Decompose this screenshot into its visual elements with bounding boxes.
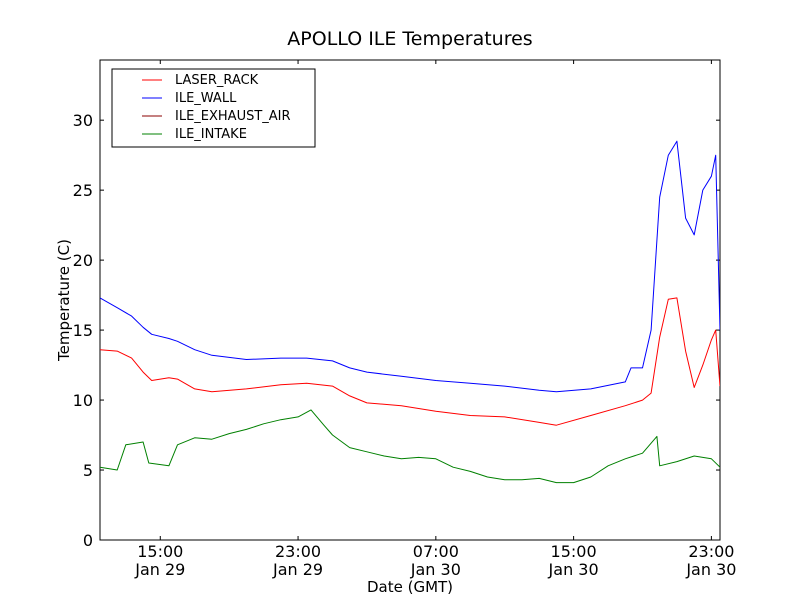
series-group [100, 140, 720, 484]
y-tick-label: 0 [83, 531, 93, 550]
series-line-ile_wall [100, 140, 720, 393]
x-tick-date: Jan 29 [272, 560, 323, 579]
x-tick-time: 15:00 [137, 542, 183, 561]
y-tick-label: 20 [73, 251, 93, 270]
legend-label: ILE_INTAKE [175, 127, 247, 142]
legend-label: ILE_EXHAUST_AIR [175, 109, 291, 124]
y-tick-label: 30 [73, 111, 93, 130]
x-tick-date: Jan 29 [134, 560, 185, 579]
x-tick-time: 15:00 [551, 542, 597, 561]
series-line-ile_intake [100, 409, 720, 484]
x-tick-date: Jan 30 [685, 560, 736, 579]
legend-label: ILE_WALL [175, 91, 237, 106]
x-tick-time: 07:00 [413, 542, 459, 561]
legend-label: LASER_RACK [175, 73, 259, 88]
legend-box [111, 68, 316, 148]
chart-title: APOLLO ILE Temperatures [287, 28, 532, 50]
y-tick-label: 25 [73, 181, 93, 200]
y-tick-label: 15 [73, 321, 93, 340]
x-tick-time: 23:00 [275, 542, 321, 561]
y-tick-label: 5 [83, 461, 93, 480]
x-tick-date: Jan 30 [548, 560, 599, 579]
x-tick-date: Jan 30 [410, 560, 461, 579]
series-line-laser_rack [100, 297, 720, 426]
x-tick-time: 23:00 [688, 542, 734, 561]
y-axis-label: Temperature (C) [55, 239, 73, 362]
x-axis-label: Date (GMT) [367, 578, 453, 596]
legend: LASER_RACK ILE_WALL ILE_EXHAUST_AIR ILE_INT… [111, 68, 316, 148]
y-tick-label: 10 [73, 391, 93, 410]
